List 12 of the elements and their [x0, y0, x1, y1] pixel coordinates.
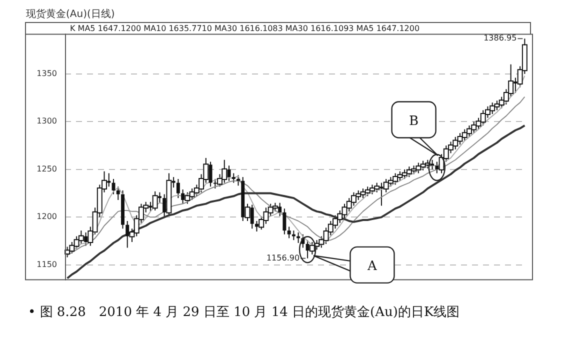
annotation: 1386.95: [484, 34, 517, 43]
y-tick-label: 1200: [36, 212, 57, 222]
y-tick-label: 1350: [36, 69, 57, 78]
y-tick-label: 1250: [36, 164, 57, 174]
annotation: 1156.90: [266, 254, 300, 263]
y-tick-label: 1150: [36, 260, 57, 270]
annotation: B: [409, 114, 419, 129]
annotation: A: [366, 259, 378, 274]
text: • 图 8.28 2010 年 4 月 29 日至 10 月 14 日的现货黄金(Au)的日K线图: [28, 304, 461, 322]
chart-subtitle: K MA5 1647.1200 MA10 1635.7710 MA30 1616.1083 MA30 1616.1093 MA5 1647.1200: [70, 24, 420, 33]
chart-title: 现货黄金(Au)(日线): [26, 8, 116, 22]
y-tick-label: 1300: [36, 116, 57, 126]
